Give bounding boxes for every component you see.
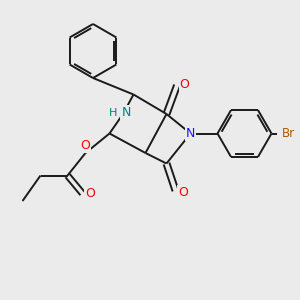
Text: Br: Br xyxy=(281,127,295,140)
Text: O: O xyxy=(85,187,95,200)
Text: H: H xyxy=(109,108,118,118)
Text: N: N xyxy=(186,127,195,140)
Text: O: O xyxy=(180,77,189,91)
Text: O: O xyxy=(80,139,90,152)
Text: N: N xyxy=(121,106,131,119)
Text: O: O xyxy=(178,185,188,199)
